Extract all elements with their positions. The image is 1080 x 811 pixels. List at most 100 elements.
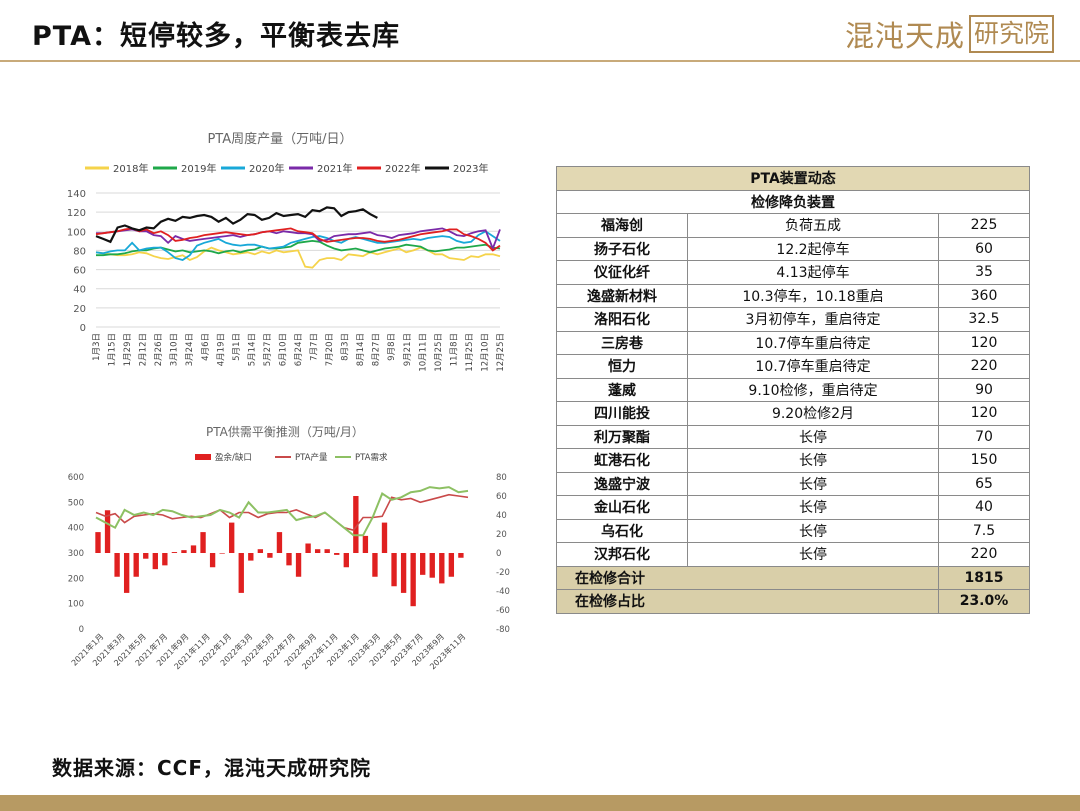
plant-status-cell: 长停 [687, 542, 939, 567]
plant-name-cell: 利万聚酯 [556, 424, 688, 449]
table-row: 扬子石化 12.2起停车 60 [556, 236, 1030, 261]
plant-capacity-cell: 32.5 [938, 307, 1030, 332]
y-tick-label: 200 [68, 574, 84, 584]
x-tick-label: 1月15日 [108, 333, 118, 366]
table-subtitle: 检修降负装置 [556, 189, 1030, 214]
balance-bar [143, 553, 149, 559]
plant-name-cell: 虹港石化 [556, 448, 688, 473]
title-divider [0, 60, 1080, 62]
balance-bar [372, 553, 378, 577]
logo-box-text: 研究院 [969, 15, 1055, 53]
legend-label: 2023年 [453, 162, 488, 175]
chart2-lines [95, 486, 469, 537]
chart2-y-axis-right: -80 -60 -40 -20 0 20 40 60 80 [496, 473, 510, 635]
plant-status-cell: 长停 [687, 471, 939, 496]
legend-label: 2018年 [113, 162, 148, 175]
legend-label: 2020年 [249, 162, 284, 175]
balance-bar [286, 553, 292, 566]
x-tick-label: 5月27日 [263, 333, 273, 366]
balance-bar [152, 553, 158, 570]
x-tick-label: 6月24日 [294, 333, 304, 366]
plant-status-cell: 12.2起停车 [687, 236, 939, 261]
plant-capacity-cell: 360 [938, 283, 1030, 308]
plant-name-cell: 四川能投 [556, 401, 688, 426]
plant-status-cell: 10.7停车重启待定 [687, 330, 939, 355]
plant-name-cell: 金山石化 [556, 495, 688, 520]
x-tick-label: 8月27日 [372, 333, 382, 366]
balance-bar [391, 553, 397, 587]
chart1-y-axis: 0 20 40 60 80 100 120 140 [67, 189, 86, 334]
x-tick-label: 8月14日 [356, 333, 366, 366]
y-tick-label: 0 [79, 625, 84, 635]
x-tick-label: 12月10日 [480, 333, 490, 372]
table-title: PTA装置动态 [556, 166, 1030, 191]
plant-capacity-cell: 220 [938, 542, 1030, 567]
balance-bar [171, 552, 178, 553]
x-tick-label: 4月6日 [201, 333, 211, 361]
table-row: 逸盛宁波 长停 65 [556, 471, 1030, 496]
y-tick-label: 140 [67, 189, 86, 200]
plant-name-cell: 蓬威 [556, 377, 688, 402]
balance-bar [209, 553, 216, 568]
balance-bar [305, 543, 311, 553]
y-tick-label: 120 [67, 208, 86, 219]
logo-brand-text: 混沌天成 [845, 19, 966, 53]
balance-bar [420, 553, 426, 575]
plant-name-cell: 三房巷 [556, 330, 688, 355]
bottom-accent-bar [0, 795, 1080, 811]
y-tick-label: 600 [68, 473, 84, 483]
plant-status-cell: 4.13起停车 [687, 260, 939, 285]
series-line-2018年 [95, 246, 501, 269]
plant-capacity-cell: 150 [938, 448, 1030, 473]
legend-swatch [195, 454, 211, 460]
x-tick-label: 11月8日 [449, 333, 459, 366]
x-tick-label: 1月3日 [92, 333, 102, 361]
chart2-legend: 盈余/缺口 PTA产量 PTA需求 [195, 452, 388, 463]
x-tick-label: 9月8日 [387, 333, 397, 361]
table-row: 金山石化 长停 40 [556, 495, 1030, 520]
balance-bar [133, 553, 139, 577]
balance-bar [362, 535, 369, 553]
plant-status-cell: 负荷五成 [687, 213, 939, 238]
table-row: 利万聚酯 长停 70 [556, 424, 1030, 449]
balance-bar [95, 532, 101, 553]
y2-tick-label: 0 [496, 549, 501, 559]
chart2-bars [95, 496, 464, 607]
plant-status-cell: 9.20检修2月 [687, 401, 939, 426]
y-tick-label: 60 [73, 266, 86, 277]
y-tick-label: 100 [68, 600, 84, 610]
chart2-y-axis-left: 0 100 200 300 400 500 600 [68, 473, 84, 635]
plant-capacity-cell: 90 [938, 377, 1030, 402]
plant-status-cell: 长停 [687, 448, 939, 473]
table-row: 四川能投 9.20检修2月 120 [556, 401, 1030, 426]
balance-bar [334, 553, 340, 555]
legend-label: 盈余/缺口 [215, 452, 252, 463]
y2-tick-label: -20 [496, 568, 510, 578]
plant-name-cell: 汉邦石化 [556, 542, 688, 567]
y2-tick-label: 20 [496, 530, 507, 540]
balance-bar [410, 553, 416, 607]
balance-bar [448, 553, 455, 577]
balance-bar [181, 550, 187, 553]
chart1-gridlines [96, 192, 500, 328]
x-tick-label: 7月7日 [310, 333, 320, 361]
y2-tick-label: 60 [496, 492, 507, 502]
balance-bar [353, 496, 359, 553]
company-logo: 混沌天成 研究院 [845, 12, 1055, 56]
legend-label: 2021年 [317, 162, 352, 175]
plant-name-cell: 乌石化 [556, 518, 688, 543]
ratio-row-label: 在检修占比 [556, 589, 939, 614]
balance-bar [400, 553, 407, 593]
y-tick-label: 80 [73, 246, 86, 257]
balance-bar [190, 545, 197, 553]
y2-tick-label: -40 [496, 587, 510, 597]
plant-name-cell: 逸盛宁波 [556, 471, 688, 496]
legend-label: PTA需求 [355, 452, 388, 463]
chart1-x-axis: 1月3日 1月15日 1月29日 2月12日 2月26日 3月10日 3月24日 4月6日 4月… [92, 333, 506, 372]
plant-name-cell: 恒力 [556, 354, 688, 379]
plant-status-table: PTA装置动态 检修降负装置 福海创 负荷五成 225 扬子石化 12.2起停车 60 仪征… [556, 166, 1030, 614]
series-line-PTA需求 [95, 486, 469, 537]
chart1-series [95, 206, 501, 269]
series-line-2022年 [95, 227, 501, 252]
data-source-note: 数据来源：CCF，混沌天成研究院 [52, 756, 372, 780]
